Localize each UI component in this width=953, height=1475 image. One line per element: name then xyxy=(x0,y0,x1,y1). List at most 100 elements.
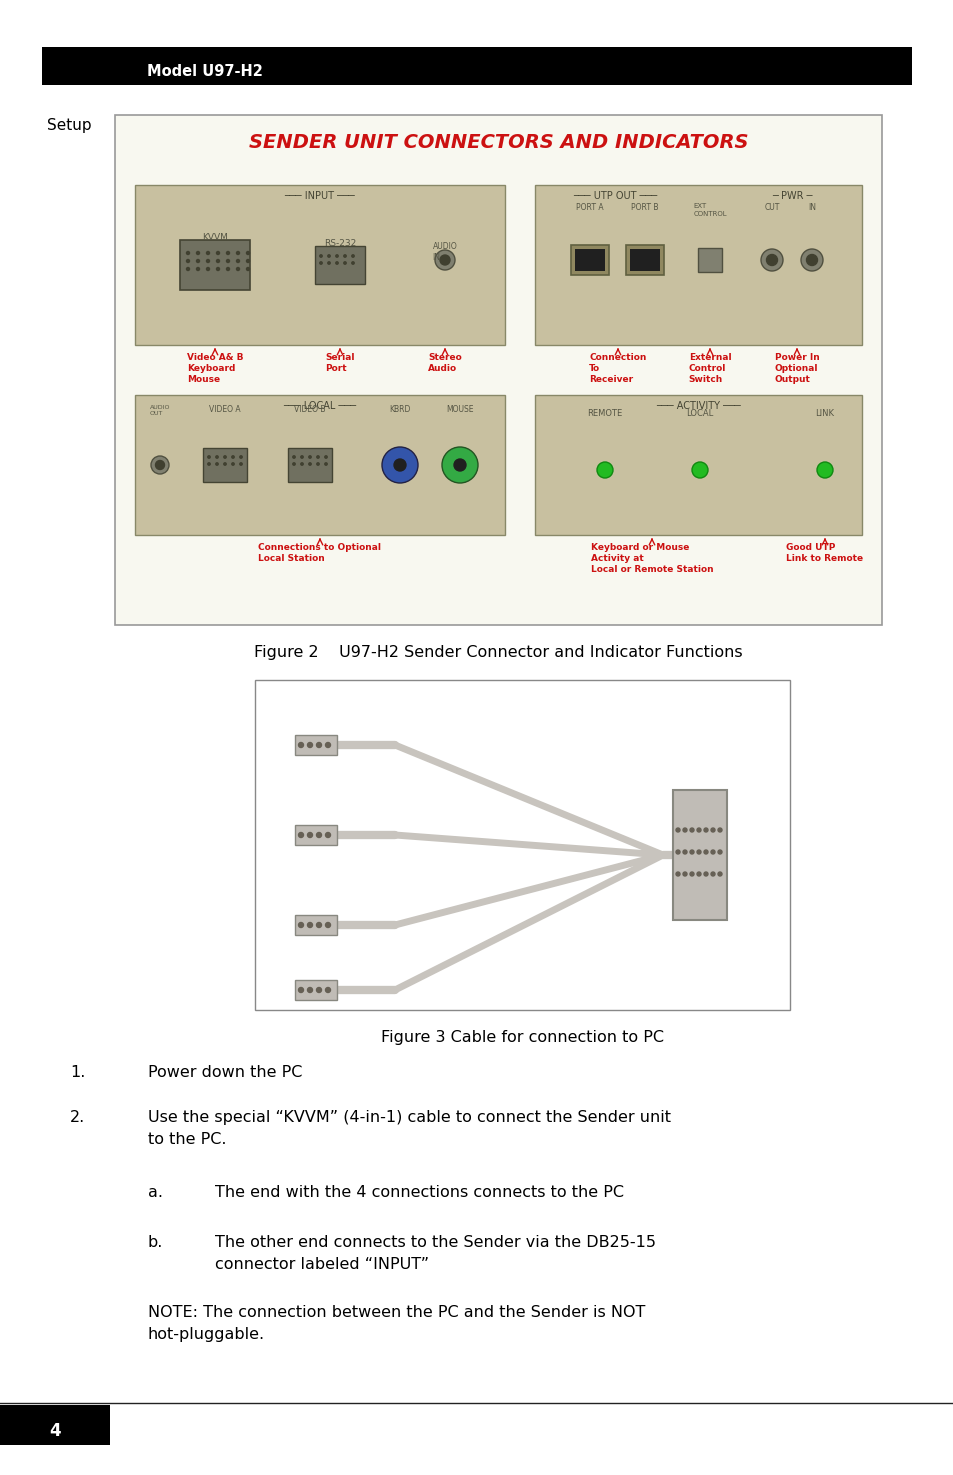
Bar xyxy=(135,395,504,535)
Circle shape xyxy=(151,456,169,473)
Circle shape xyxy=(196,252,199,255)
Circle shape xyxy=(439,255,450,266)
Circle shape xyxy=(325,922,330,928)
Bar xyxy=(294,825,336,845)
Circle shape xyxy=(215,463,218,465)
Text: External
Control
Switch: External Control Switch xyxy=(688,353,731,384)
Circle shape xyxy=(293,456,294,459)
Bar xyxy=(0,1406,110,1446)
Bar xyxy=(180,240,250,291)
Circle shape xyxy=(381,447,417,482)
Circle shape xyxy=(597,462,613,478)
Bar xyxy=(294,914,336,935)
Circle shape xyxy=(703,827,707,832)
Circle shape xyxy=(298,832,303,838)
Text: The end with the 4 connections connects to the PC: The end with the 4 connections connects … xyxy=(214,1184,623,1201)
Circle shape xyxy=(682,872,686,876)
Circle shape xyxy=(765,255,777,266)
Text: LINK: LINK xyxy=(815,409,834,417)
Circle shape xyxy=(232,463,233,465)
Circle shape xyxy=(325,742,330,748)
Circle shape xyxy=(324,456,327,459)
Text: Connection
To
Receiver: Connection To Receiver xyxy=(589,353,646,384)
Bar xyxy=(294,979,336,1000)
Circle shape xyxy=(319,255,322,257)
Circle shape xyxy=(298,742,303,748)
Bar xyxy=(629,249,659,271)
Text: KBRD: KBRD xyxy=(389,406,410,414)
Circle shape xyxy=(224,456,226,459)
Circle shape xyxy=(816,462,832,478)
Text: Good UTP
Link to Remote: Good UTP Link to Remote xyxy=(785,543,862,563)
Circle shape xyxy=(300,456,303,459)
Bar xyxy=(288,448,332,482)
Bar xyxy=(254,680,789,1010)
Circle shape xyxy=(307,987,313,993)
Circle shape xyxy=(682,850,686,854)
Circle shape xyxy=(196,267,199,270)
Text: ─ PWR ─: ─ PWR ─ xyxy=(771,190,811,201)
Text: a.: a. xyxy=(148,1184,163,1201)
Text: 2.: 2. xyxy=(70,1111,85,1125)
Circle shape xyxy=(718,827,721,832)
Circle shape xyxy=(682,827,686,832)
Text: 1.: 1. xyxy=(70,1065,85,1080)
Text: VIDEO B: VIDEO B xyxy=(294,406,325,414)
Text: ─── UTP OUT ───: ─── UTP OUT ─── xyxy=(572,190,657,201)
Circle shape xyxy=(328,255,330,257)
Text: PORT A: PORT A xyxy=(576,204,603,212)
Circle shape xyxy=(307,922,313,928)
Circle shape xyxy=(246,260,250,263)
Text: MOUSE: MOUSE xyxy=(446,406,474,414)
Text: AUDIO
OUT: AUDIO OUT xyxy=(150,406,170,416)
Circle shape xyxy=(316,922,321,928)
Circle shape xyxy=(216,252,219,255)
Circle shape xyxy=(186,267,190,270)
Circle shape xyxy=(697,872,700,876)
Text: Keyboard or Mouse
Activity at
Local or Remote Station: Keyboard or Mouse Activity at Local or R… xyxy=(590,543,713,574)
Circle shape xyxy=(293,463,294,465)
Circle shape xyxy=(236,260,239,263)
Circle shape xyxy=(309,456,311,459)
Text: Serial
Port: Serial Port xyxy=(325,353,355,373)
Circle shape xyxy=(206,267,210,270)
Circle shape xyxy=(343,261,346,264)
Bar xyxy=(42,47,911,86)
Circle shape xyxy=(710,872,714,876)
Circle shape xyxy=(676,872,679,876)
Text: AUDIO
IN: AUDIO IN xyxy=(432,242,456,263)
Text: Figure 2    U97-H2 Sender Connector and Indicator Functions: Figure 2 U97-H2 Sender Connector and Ind… xyxy=(253,645,742,659)
Bar xyxy=(203,448,247,482)
Bar xyxy=(672,791,726,920)
Circle shape xyxy=(703,872,707,876)
Circle shape xyxy=(307,832,313,838)
Text: Figure 3 Cable for connection to PC: Figure 3 Cable for connection to PC xyxy=(380,1030,663,1044)
Circle shape xyxy=(298,922,303,928)
Text: Stereo
Audio: Stereo Audio xyxy=(428,353,461,373)
Text: Use the special “KVVM” (4-in-1) cable to connect the Sender unit
to the PC.: Use the special “KVVM” (4-in-1) cable to… xyxy=(148,1111,670,1148)
Circle shape xyxy=(454,459,465,471)
Text: ─── INPUT ───: ─── INPUT ─── xyxy=(284,190,355,201)
Bar xyxy=(135,184,504,345)
Circle shape xyxy=(435,249,455,270)
Circle shape xyxy=(328,261,330,264)
Text: KVVM: KVVM xyxy=(202,233,228,242)
Text: REMOTE: REMOTE xyxy=(587,409,622,417)
Circle shape xyxy=(710,850,714,854)
Text: Model U97-H2: Model U97-H2 xyxy=(147,63,263,78)
Text: PORT B: PORT B xyxy=(631,204,659,212)
Bar xyxy=(571,245,608,274)
Circle shape xyxy=(697,850,700,854)
Circle shape xyxy=(239,463,242,465)
Circle shape xyxy=(343,255,346,257)
Text: VIDEO A: VIDEO A xyxy=(209,406,240,414)
Circle shape xyxy=(206,252,210,255)
Text: Setup: Setup xyxy=(47,118,91,133)
Circle shape xyxy=(155,460,164,469)
Circle shape xyxy=(316,742,321,748)
Circle shape xyxy=(246,267,250,270)
Bar xyxy=(115,115,882,625)
Circle shape xyxy=(316,456,319,459)
Bar xyxy=(535,184,862,345)
Circle shape xyxy=(239,456,242,459)
